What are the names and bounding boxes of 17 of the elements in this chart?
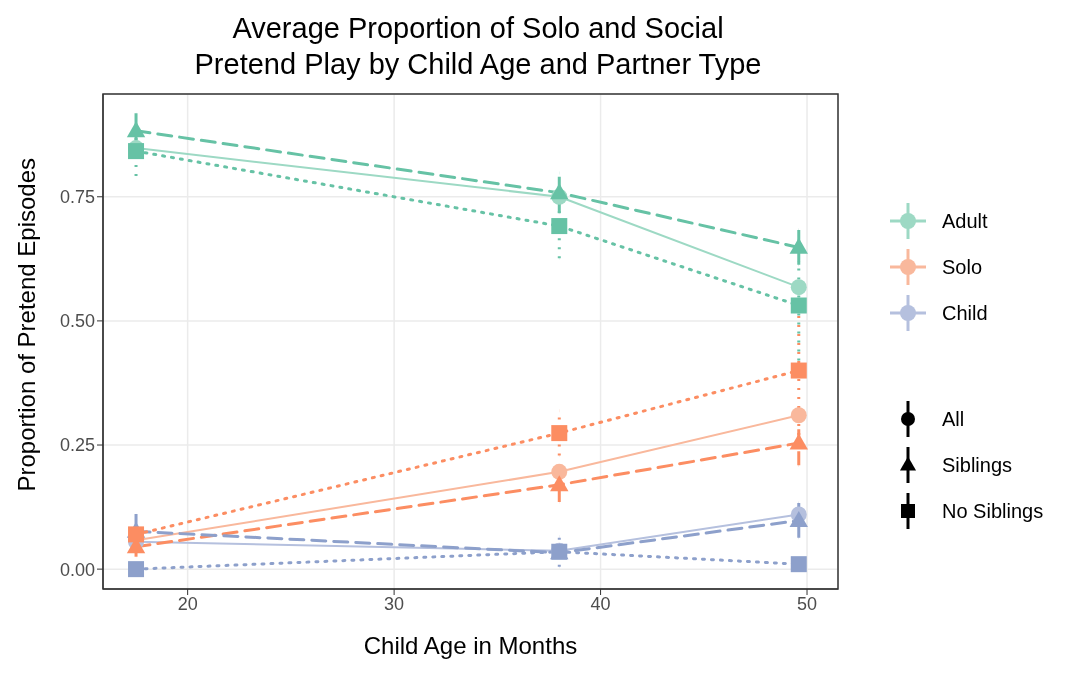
x-tick-label: 40 — [590, 593, 611, 614]
y-tick-label: 0.00 — [59, 559, 95, 580]
y-tick-label: 0.75 — [59, 187, 95, 208]
text: All — [942, 407, 965, 431]
x-tick-label: 50 — [797, 593, 818, 614]
x-tick-label: 30 — [384, 593, 405, 614]
y-axis-title: Proportion of Pretend Episodes — [12, 157, 40, 492]
legend-label: Solo — [942, 255, 983, 279]
text: No Siblings — [942, 499, 1044, 523]
x-axis-title: Child Age in Months — [363, 632, 578, 659]
legend-label: Adult — [942, 209, 988, 233]
text: Siblings — [942, 453, 1013, 477]
y-tick-label: 0.50 — [59, 311, 95, 332]
x-tick-label: 20 — [177, 593, 198, 614]
y-tick-label: 0.25 — [59, 435, 95, 456]
legend-label: Child — [942, 301, 988, 325]
chart-title: Average Proportion of Solo and Social Pretend Play by Child Age and Partner Type — [193, 11, 763, 82]
